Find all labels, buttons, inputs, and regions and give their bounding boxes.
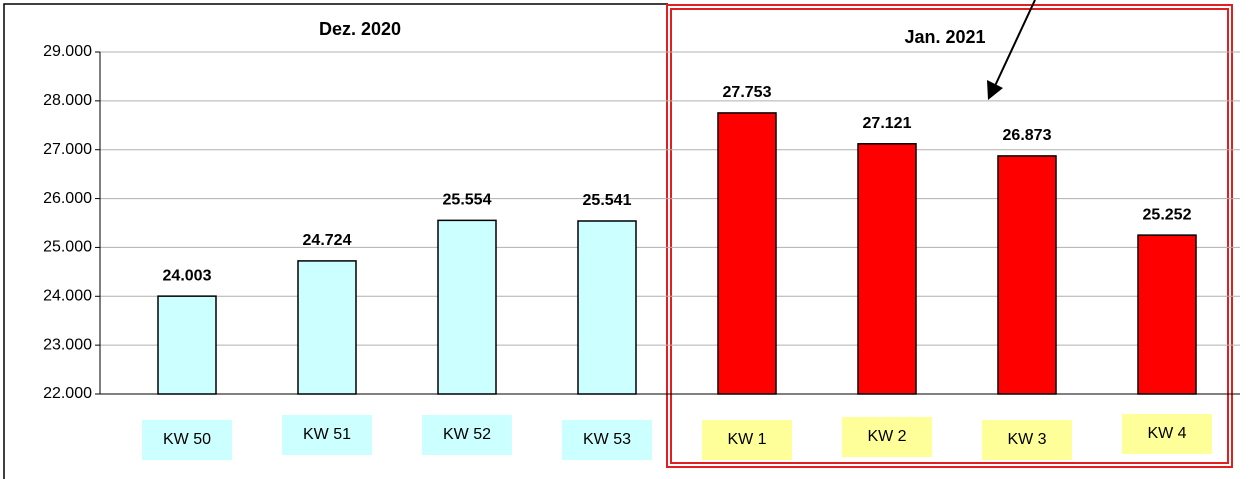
value-label: 27.753: [723, 84, 772, 101]
bar: [717, 112, 777, 395]
category-box: [982, 420, 1072, 460]
value-label: 24.003: [163, 267, 212, 284]
y-tick-label: 28.000: [43, 92, 92, 109]
x-tick-label: KW 1: [727, 431, 766, 448]
y-tick-label: 22.000: [43, 385, 92, 402]
x-tick-label: KW 50: [163, 431, 211, 448]
value-label: 26.873: [1003, 127, 1052, 144]
x-tick-label: KW 3: [1007, 431, 1046, 448]
category-box: [282, 415, 372, 455]
x-tick-label: KW 53: [583, 431, 631, 448]
x-tick-label: KW 4: [1147, 425, 1186, 442]
x-tick-label: KW 2: [867, 428, 906, 445]
y-tick-label: 25.000: [43, 239, 92, 256]
category-box: [422, 415, 512, 455]
x-tick-label: KW 51: [303, 426, 351, 443]
highlight-box-inner: [670, 8, 1229, 464]
group-label: Dez. 2020: [319, 19, 401, 39]
y-tick-label: 23.000: [43, 336, 92, 353]
bar: [437, 219, 497, 395]
y-tick-label: 29.000: [43, 43, 92, 60]
category-box: [842, 417, 932, 457]
arrow: [993, 0, 1036, 89]
arrow-head: [987, 80, 1003, 100]
x-tick-label: KW 52: [443, 426, 491, 443]
y-tick-label: 24.000: [43, 288, 92, 305]
category-box: [1122, 414, 1212, 454]
value-label: 25.541: [583, 192, 632, 209]
bar: [157, 295, 217, 395]
y-tick-label: 27.000: [43, 141, 92, 158]
bar: [857, 143, 917, 395]
group-label: Jan. 2021: [904, 27, 985, 47]
y-tick-label: 26.000: [43, 190, 92, 207]
bar: [1137, 234, 1197, 395]
frame: [3, 3, 668, 479]
value-label: 24.724: [303, 232, 352, 249]
bar: [577, 220, 637, 395]
value-label: 25.554: [443, 192, 492, 209]
highlight-box: [666, 4, 1233, 468]
value-label: 27.121: [863, 115, 912, 132]
category-box: [702, 420, 792, 460]
category-box: [562, 420, 652, 460]
bar: [997, 155, 1057, 395]
bar: [297, 260, 357, 395]
category-box: [142, 420, 232, 460]
value-label: 25.252: [1143, 206, 1192, 223]
